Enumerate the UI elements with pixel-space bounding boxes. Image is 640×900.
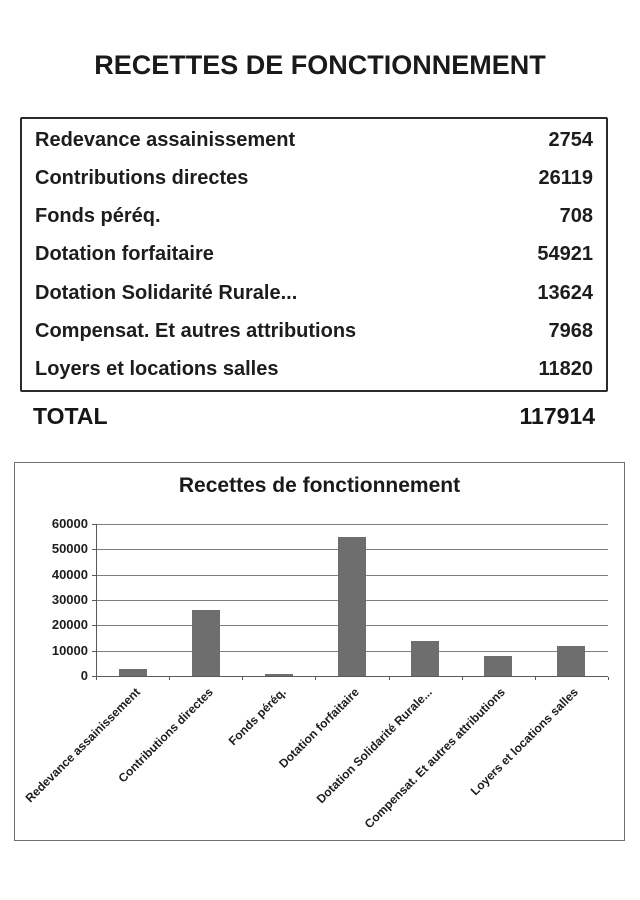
bar-5 [484, 656, 513, 676]
row-value: 7968 [548, 319, 594, 342]
y-axis-label: 20000 [51, 617, 88, 633]
x-axis-label: Compensat. Et autres attributions [362, 685, 509, 832]
total-label: TOTAL [33, 403, 108, 429]
total-value: 117914 [519, 403, 595, 429]
x-axis-tick [608, 677, 609, 680]
x-axis-label: Contributions directes [115, 685, 216, 786]
row-label: Dotation forfaitaire [35, 243, 214, 266]
y-axis-tick [92, 524, 96, 525]
bar-6 [557, 646, 586, 676]
x-axis-line [92, 676, 608, 677]
revenue-table: Redevance assainissement 2754 Contribution… [20, 117, 608, 392]
y-axis-label: 60000 [51, 516, 88, 531]
x-axis-tick [461, 677, 463, 680]
x-axis-tick [242, 677, 244, 680]
bar-0 [118, 669, 147, 676]
y-axis-tick [92, 650, 96, 652]
x-axis-label: Dotation Solidarité Rurale... [313, 685, 436, 807]
bar-1 [191, 610, 220, 676]
table-row: Compensat. Et autres attributions 7968 [22, 321, 606, 341]
page-title: RECETTES DE FONCTIONNEMENT [94, 50, 546, 80]
row-label: Contributions directes [35, 167, 249, 190]
table-row: Fonds péréq. 708 [22, 206, 606, 226]
y-axis-tick [92, 625, 96, 627]
y-axis-label: 10000 [51, 642, 88, 658]
x-axis-tick [315, 677, 317, 680]
chart-title: Recettes de fonctionnement [178, 474, 461, 497]
row-value: 708 [559, 205, 593, 228]
x-axis-tick [388, 677, 390, 680]
table-row: Dotation forfaitaire 54921 [22, 244, 606, 264]
table-row: Loyers et locations salles 11820 [22, 359, 606, 379]
bar-2 [264, 674, 293, 676]
y-axis-tick [92, 574, 96, 576]
row-label: Loyers et locations salles [35, 357, 279, 380]
row-value: 26119 [538, 167, 593, 190]
gridline [96, 524, 608, 525]
x-axis-tick [169, 677, 171, 680]
y-axis-line [96, 524, 97, 676]
row-label: Dotation Solidarité Rurale... [35, 281, 298, 304]
y-axis-label: 40000 [51, 566, 88, 582]
x-axis-label: Dotation forfaitaire [276, 685, 362, 771]
row-label: Redevance assainissement [35, 129, 296, 152]
y-axis-tick [92, 600, 96, 601]
row-label: Compensat. Et autres attributions [35, 319, 357, 342]
row-value: 2754 [548, 129, 594, 152]
y-axis-tick [92, 549, 96, 551]
table-row: Contributions directes 26119 [22, 168, 606, 188]
row-value: 11820 [538, 357, 593, 380]
y-axis-label: 50000 [51, 541, 88, 557]
x-axis-label: Loyers et locations salles [468, 685, 582, 799]
y-axis-label: 0 [80, 668, 88, 683]
total-row: TOTAL 117914 [20, 403, 608, 430]
x-axis-tick [534, 677, 536, 680]
row-value: 54921 [537, 243, 593, 266]
table-row: Dotation Solidarité Rurale... 13624 [22, 283, 606, 303]
y-axis-label: 30000 [51, 592, 88, 607]
row-label: Fonds péréq. [35, 205, 161, 228]
row-value: 13624 [537, 281, 593, 304]
x-axis-label: Fonds péréq. [225, 685, 289, 749]
x-axis-tick [96, 677, 97, 680]
bar-4 [411, 641, 440, 676]
table-row: Redevance assainissement 2754 [22, 130, 606, 150]
x-axis-label: Redevance assainissement [22, 685, 143, 806]
chart-panel: Recettes de fonctionnement 0 10000 20000 30… [14, 462, 625, 841]
bar-3 [338, 537, 366, 676]
